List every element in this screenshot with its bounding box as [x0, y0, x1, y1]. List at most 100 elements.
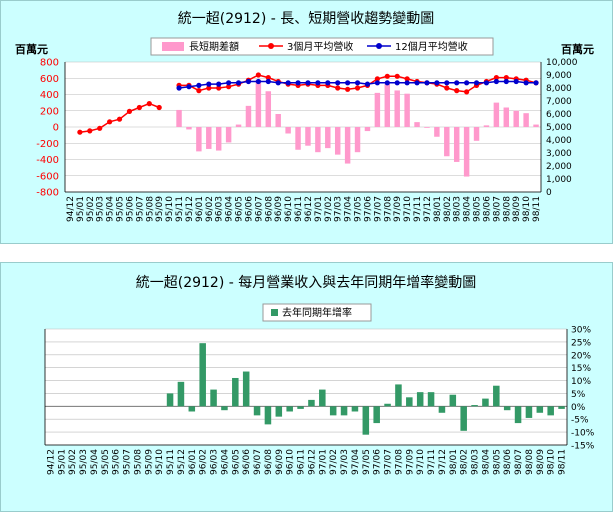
chart2-x-tick: 98/07: [514, 449, 524, 475]
chart1-legend-box: [150, 37, 494, 56]
ma3-point: [335, 85, 341, 91]
chart2-x-tick: 96/06: [242, 449, 252, 475]
diff-bar: [374, 92, 381, 127]
chart1-x-tick: 96/03: [215, 196, 225, 222]
ma3-point: [116, 116, 123, 122]
chart1-x-tick: 97/10: [403, 196, 413, 222]
chart1-x-tick: 98/07: [492, 196, 502, 222]
yoy-bar: [536, 406, 544, 413]
yoy-bar: [525, 406, 533, 418]
diff-bar: [235, 124, 242, 127]
chart2-title: 統一超(2912) - 每月營業收入與去年同期年增率變動圖: [136, 274, 477, 291]
chart2-x-tick: 95/08: [133, 449, 143, 475]
diff-bar: [434, 127, 440, 137]
chart1-x-tick: 95/04: [106, 196, 116, 222]
chart2-x-tick: 98/08: [525, 449, 535, 475]
ma3-point: [136, 104, 142, 111]
chart1-right-tick: 1,000: [546, 175, 572, 185]
diff-bar: [453, 127, 460, 162]
yoy-bar: [547, 406, 554, 416]
chart2-x-tick: 96/02: [199, 449, 209, 475]
chart1-x-tick: 95/06: [125, 196, 135, 222]
yoy-bar: [482, 398, 489, 407]
chart1-right-tick: 2,000: [546, 162, 572, 172]
yoy-bar: [471, 405, 478, 407]
ma12-point: [176, 85, 182, 91]
diff-bar: [473, 127, 480, 141]
ma12-point: [503, 78, 509, 85]
chart2-x-tick: 98/03: [471, 449, 481, 475]
diff-bar: [334, 127, 341, 155]
yoy-bar: [264, 406, 272, 425]
ma12-point: [414, 80, 420, 86]
chart1-x-tick: 96/01: [195, 196, 205, 222]
chart1-right-tick: 0: [546, 188, 552, 198]
chart1-x-tick: 96/09: [274, 196, 284, 222]
chart1-x-tick: 95/01: [76, 196, 86, 222]
chart1-title: 統一超(2912) - 長、短期營收趨勢變動圖: [178, 11, 435, 27]
ma12-point: [424, 80, 430, 86]
ma12-point: [533, 80, 539, 86]
chart2-x-tick: 95/11: [166, 449, 176, 475]
diff-bar: [176, 109, 182, 127]
chart2-right-tick: -5%: [571, 416, 589, 426]
chart2-right-tick: -10%: [571, 429, 595, 439]
chart2-x-tick: 98/04: [481, 449, 491, 475]
chart1-x-tick: 98/03: [453, 196, 463, 222]
chart2-right-tick: 30%: [571, 326, 591, 336]
chart1-left-tick: 800: [40, 58, 59, 69]
chart1-right-unit: 百萬元: [561, 42, 594, 56]
yoy-bar: [210, 389, 217, 407]
chart1-x-tick: 96/11: [294, 196, 304, 222]
ma12-point: [305, 80, 311, 86]
chart2-x-tick: 98/11: [558, 449, 568, 475]
yoy-bar: [199, 343, 206, 407]
chart2-right-tick: -15%: [571, 442, 595, 452]
yoy-bar: [286, 406, 293, 412]
chart1-x-tick: 97/01: [314, 196, 324, 222]
yoy-bar: [221, 406, 228, 411]
diff-bar: [483, 125, 490, 127]
yoy-bar: [275, 406, 283, 417]
ma3-point: [77, 129, 83, 135]
chart1-left-tick: -200: [36, 139, 59, 150]
yoy-bar: [232, 377, 239, 407]
ma3-point: [206, 85, 212, 91]
yoy-bar: [460, 406, 467, 431]
diff-bar: [295, 127, 301, 150]
chart1-x-tick: 97/09: [393, 196, 403, 222]
yoy-bar: [406, 397, 413, 407]
chart1-right-tick: 4,000: [546, 136, 572, 146]
yoy-bar: [329, 406, 337, 416]
chart1-x-tick: 97/06: [363, 196, 373, 222]
chart2-right-tick: 25%: [571, 338, 591, 348]
chart2-x-tick: 98/10: [547, 449, 557, 475]
ma12-point: [354, 80, 361, 86]
diff-bar: [354, 127, 361, 153]
chart1-right-tick: 9,000: [546, 71, 572, 81]
ma3-point: [97, 125, 103, 131]
chart1-x-tick: 98/05: [473, 196, 483, 222]
chart2-x-tick: 97/05: [362, 449, 372, 475]
chart1-right-tick: 8,000: [546, 84, 572, 94]
legend-swatch-diff: [162, 42, 184, 51]
ma3-point: [126, 108, 133, 114]
chart1-x-tick: 98/04: [463, 196, 473, 222]
ma12-point: [464, 80, 470, 86]
diff-bar: [364, 127, 371, 132]
yoy-bar: [340, 406, 348, 416]
ma3-point: [255, 72, 261, 78]
ma3-point: [404, 76, 410, 82]
ma12-point: [384, 80, 390, 86]
chart2-x-tick: 97/12: [438, 449, 448, 475]
ma12-point: [206, 81, 212, 87]
ma12-point: [315, 80, 321, 86]
ma12-point: [186, 84, 192, 90]
ma12-point: [335, 80, 341, 86]
diff-bar: [523, 113, 529, 127]
chart1-left-tick: -600: [36, 171, 59, 182]
chart1-x-tick: 97/11: [413, 196, 423, 222]
ma3-point: [444, 85, 450, 91]
chart2-right-tick: 5%: [571, 390, 586, 400]
ma12-point: [404, 80, 410, 86]
